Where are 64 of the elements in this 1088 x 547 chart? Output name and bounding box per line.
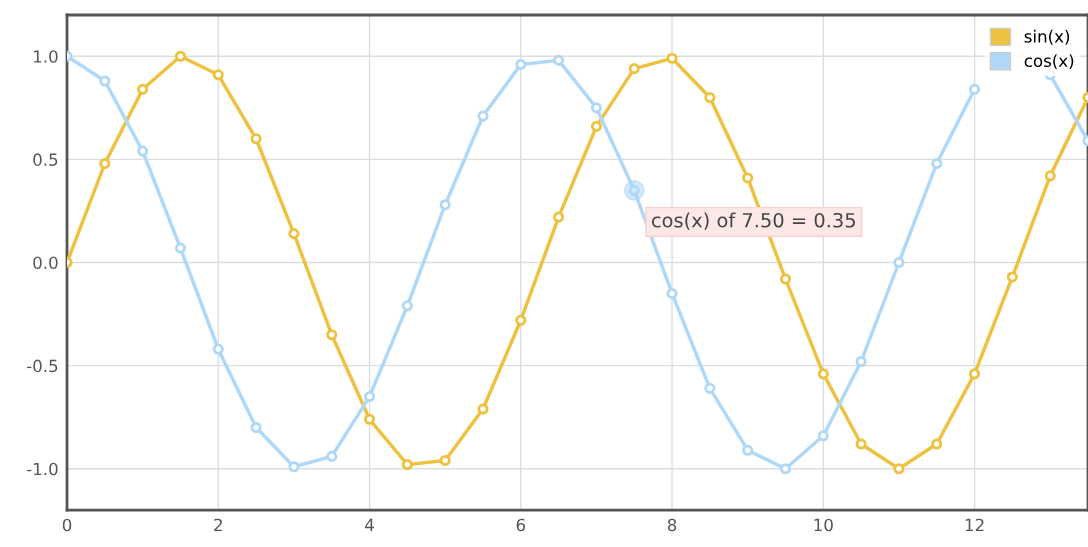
point xyxy=(779,463,792,475)
y-tick-label: 0.5 xyxy=(33,153,58,166)
point xyxy=(212,343,224,355)
point xyxy=(704,382,716,394)
point xyxy=(363,413,376,425)
point xyxy=(477,110,489,122)
point xyxy=(590,120,602,132)
point xyxy=(704,91,716,104)
point xyxy=(893,256,905,269)
point xyxy=(363,391,376,403)
point xyxy=(931,438,943,450)
point xyxy=(817,368,829,380)
legend-label: sin(x) xyxy=(1024,29,1070,45)
point xyxy=(401,459,413,471)
point xyxy=(931,157,943,170)
point xyxy=(477,403,489,415)
point xyxy=(969,368,981,380)
point xyxy=(855,355,867,368)
x-tick-label: 6 xyxy=(516,518,526,532)
point xyxy=(515,58,527,71)
x-tick-label: 8 xyxy=(667,518,677,532)
point xyxy=(855,438,867,450)
point xyxy=(174,242,187,254)
point xyxy=(553,211,565,223)
x-tick-label: 0 xyxy=(62,518,72,532)
y-tick-label: -1.0 xyxy=(26,462,58,476)
point xyxy=(817,430,829,442)
point xyxy=(1044,170,1056,182)
point xyxy=(326,329,338,341)
point xyxy=(628,63,640,75)
x-tick-label: 2 xyxy=(214,518,222,532)
point xyxy=(401,300,413,312)
point xyxy=(553,54,565,66)
y-tick-label: 1.0 xyxy=(34,50,58,63)
point xyxy=(590,102,602,114)
point xyxy=(439,454,451,467)
point xyxy=(212,69,224,81)
point xyxy=(137,145,149,157)
point xyxy=(99,75,111,87)
point xyxy=(893,463,905,475)
point xyxy=(1006,271,1018,283)
point xyxy=(742,172,754,184)
point xyxy=(666,52,678,64)
point xyxy=(288,461,300,473)
point xyxy=(515,314,527,326)
y-tick-label: -0.5 xyxy=(26,359,58,373)
point xyxy=(779,273,792,285)
point xyxy=(439,199,451,211)
point xyxy=(969,83,981,95)
legend-label: cos(x) xyxy=(1024,54,1074,69)
point xyxy=(250,421,262,434)
point xyxy=(137,83,149,95)
x-tick-label: 10 xyxy=(814,518,833,532)
x-tick-label: 12 xyxy=(965,518,984,532)
annotation: cos(x) of 7.50 = 0.35 xyxy=(651,212,855,230)
point xyxy=(326,450,338,462)
point xyxy=(288,228,300,240)
point xyxy=(174,50,187,62)
point xyxy=(666,287,678,299)
x-tick-label: 4 xyxy=(365,518,374,532)
point xyxy=(99,157,111,170)
y-tick-label: 0.0 xyxy=(33,256,58,270)
point xyxy=(250,133,262,145)
point xyxy=(742,444,754,456)
